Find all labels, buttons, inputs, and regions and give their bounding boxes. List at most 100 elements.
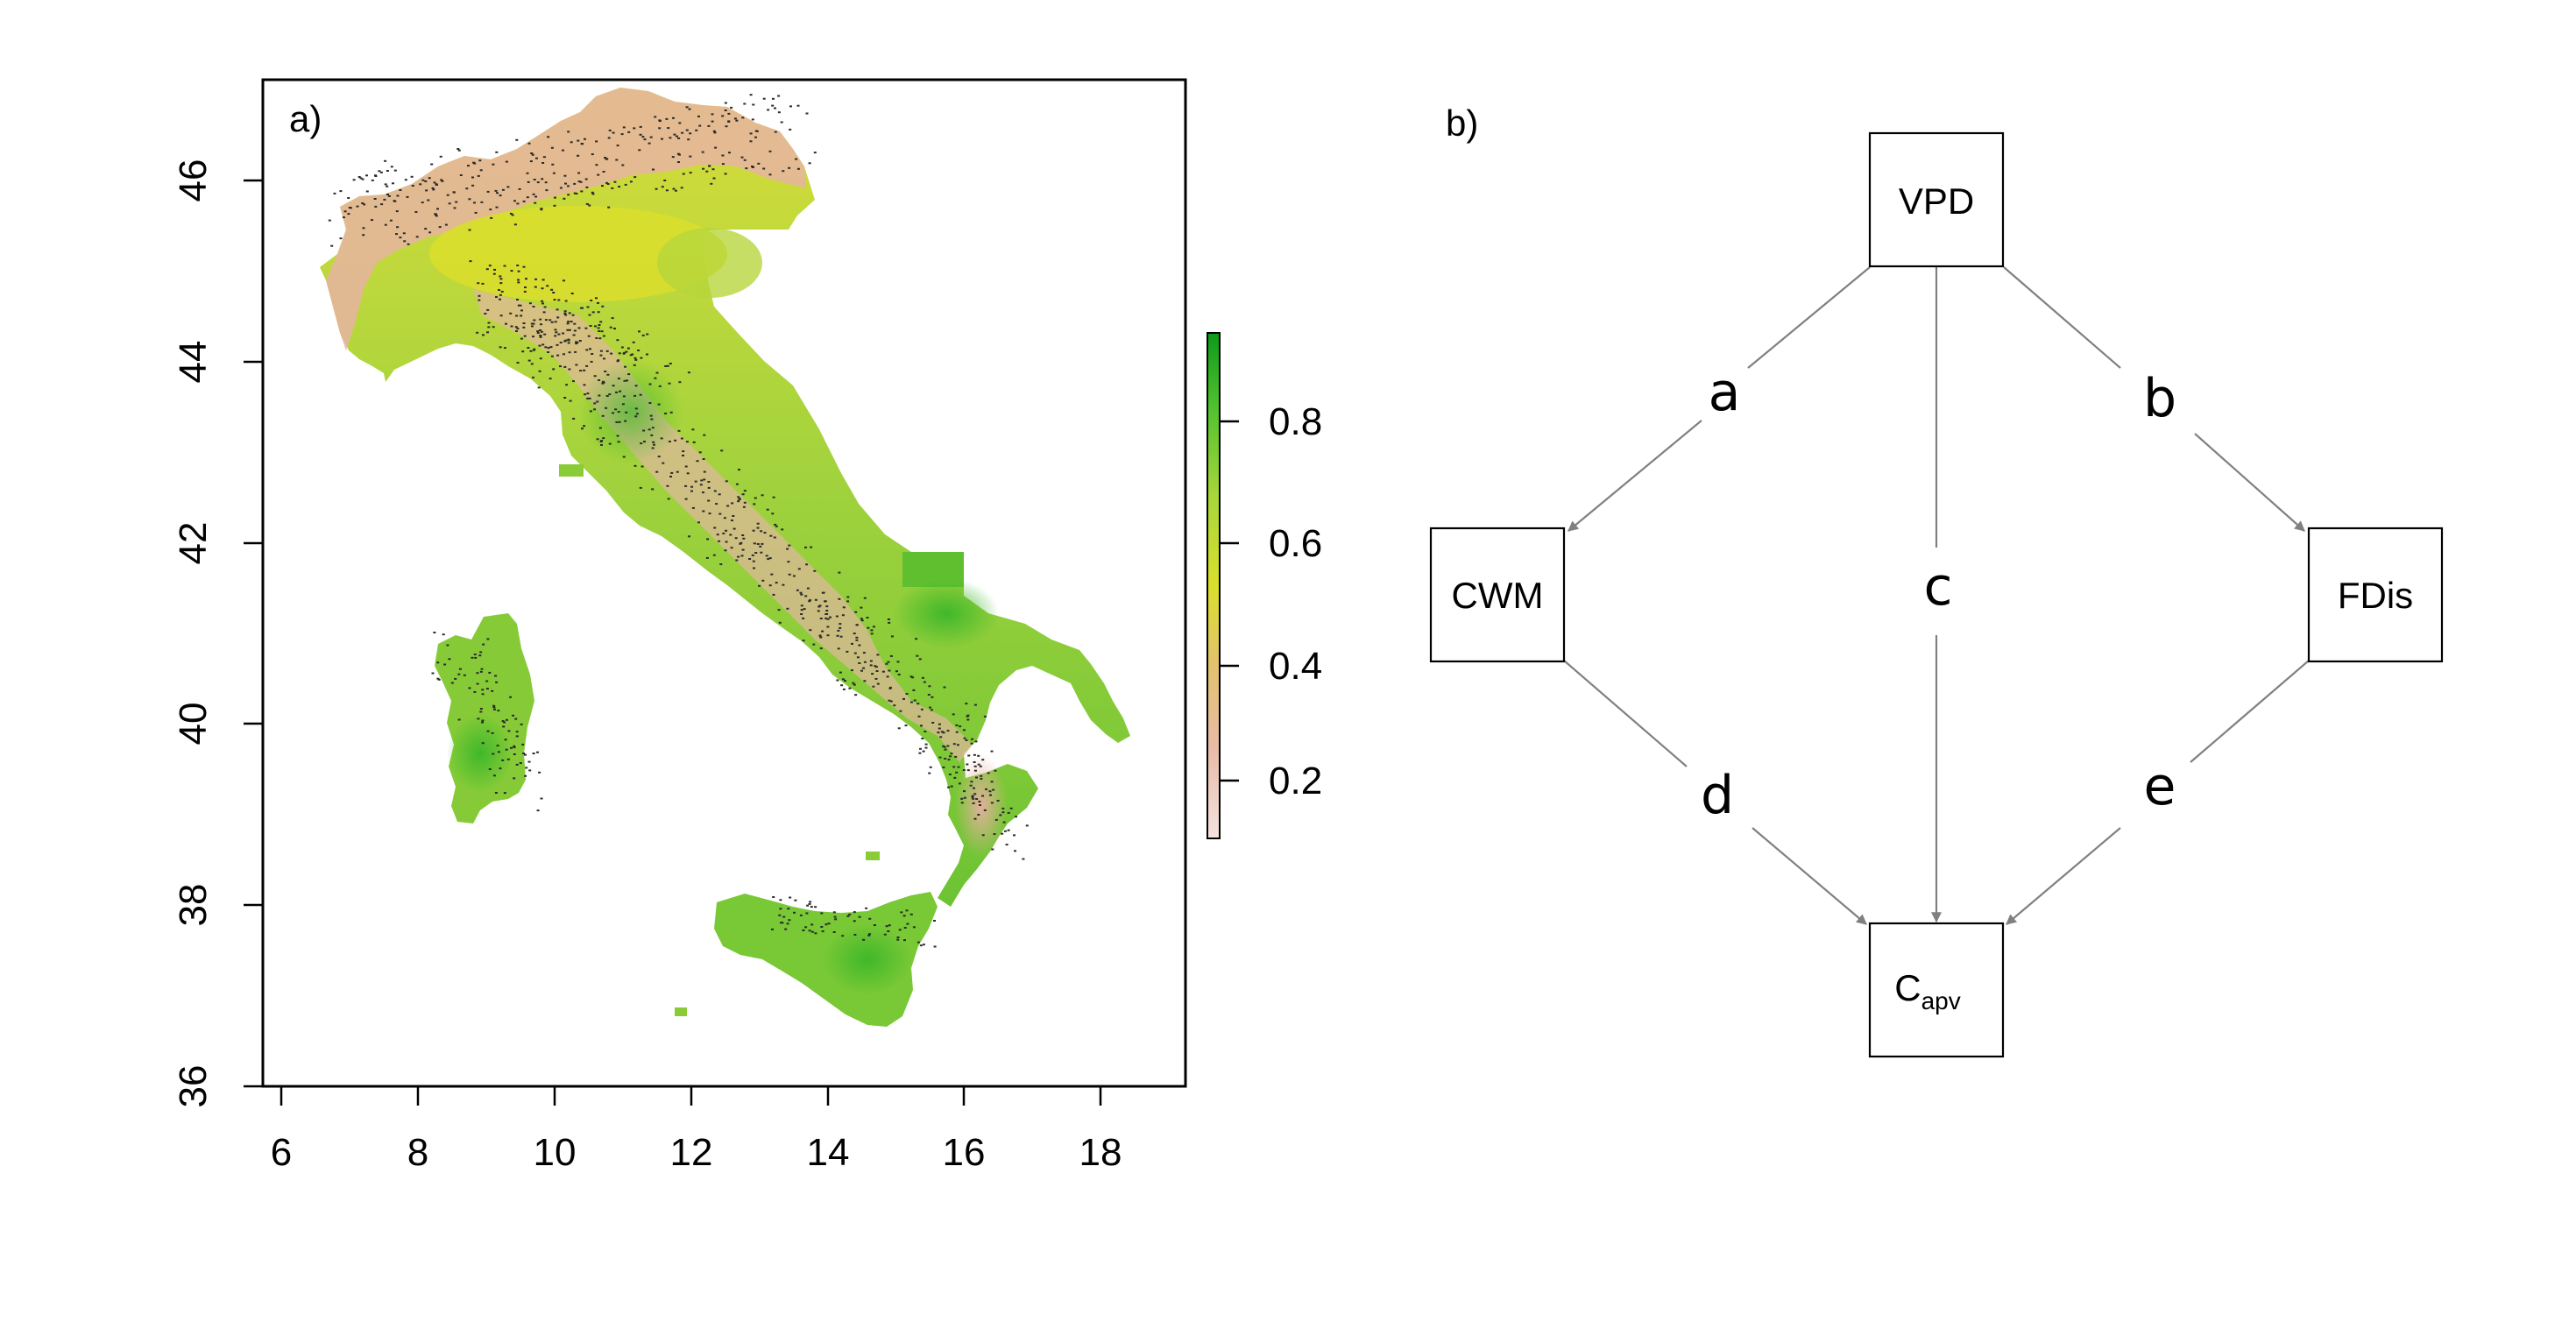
occurrence-dot: [404, 179, 407, 181]
occurrence-dot: [678, 381, 682, 384]
occurrence-dot: [820, 912, 824, 915]
occurrence-dot: [384, 159, 387, 162]
occurrence-dot: [981, 795, 985, 797]
occurrence-dot: [489, 209, 492, 211]
occurrence-dot: [478, 654, 482, 657]
occurrence-dot: [627, 131, 631, 133]
occurrence-dot: [946, 730, 950, 732]
occurrence-dot: [433, 181, 436, 184]
occurrence-dot: [421, 179, 425, 181]
occurrence-dot: [858, 644, 861, 647]
occurrence-dot: [862, 667, 866, 669]
occurrence-dot: [756, 543, 760, 545]
occurrence-dot: [538, 370, 541, 372]
colorbar-tick-label: 0.4: [1269, 645, 1322, 688]
occurrence-dot: [506, 186, 510, 188]
occurrence-dot: [867, 934, 871, 937]
occurrence-dot: [870, 629, 874, 632]
occurrence-dot: [532, 753, 535, 754]
occurrence-dot: [476, 682, 479, 685]
occurrence-dot: [640, 465, 644, 468]
occurrence-dot: [563, 279, 565, 282]
occurrence-dot: [676, 152, 680, 155]
occurrence-dot: [492, 163, 495, 166]
occurrence-dot: [824, 923, 828, 926]
occurrence-dot: [902, 915, 906, 917]
occurrence-dot: [839, 623, 842, 626]
occurrence-dot: [786, 548, 789, 550]
occurrence-dot: [533, 319, 536, 322]
occurrence-dot: [742, 505, 746, 508]
occurrence-dot: [711, 168, 715, 171]
occurrence-dot: [601, 414, 605, 417]
occurrence-dot: [562, 149, 564, 152]
occurrence-dot: [343, 210, 347, 213]
occurrence-dot: [641, 334, 645, 336]
occurrence-dot: [457, 149, 461, 152]
occurrence-dot: [725, 541, 728, 543]
occurrence-dot: [584, 178, 588, 180]
occurrence-dot: [427, 199, 430, 201]
occurrence-dot: [688, 108, 691, 110]
occurrence-dot: [743, 102, 747, 105]
occurrence-dot: [515, 731, 519, 733]
occurrence-dot: [428, 231, 432, 234]
occurrence-dot: [494, 675, 498, 677]
occurrence-dot: [781, 528, 784, 531]
occurrence-dot: [633, 176, 637, 179]
occurrence-dot: [481, 719, 485, 722]
occurrence-dot: [514, 717, 518, 720]
occurrence-dot: [727, 120, 731, 123]
occurrence-dot: [485, 688, 489, 690]
occurrence-dot: [909, 701, 913, 703]
occurrence-dot: [782, 583, 785, 586]
occurrence-dot: [868, 933, 871, 936]
occurrence-dot: [424, 228, 428, 230]
occurrence-dot: [875, 670, 879, 672]
occurrence-dot: [695, 129, 698, 131]
occurrence-dot: [575, 343, 578, 345]
occurrence-dot: [527, 760, 531, 763]
occurrence-dot: [363, 203, 366, 206]
occurrence-dot: [491, 689, 494, 692]
occurrence-dot: [547, 351, 550, 353]
occurrence-dot: [655, 371, 659, 374]
occurrence-dot: [1005, 844, 1008, 846]
occurrence-dot: [700, 479, 704, 482]
occurrence-dot: [587, 335, 591, 337]
occurrence-dot: [487, 322, 491, 324]
occurrence-dot: [881, 670, 885, 673]
occurrence-dot: [974, 740, 978, 743]
occurrence-dot: [532, 376, 534, 378]
occurrence-dot: [396, 226, 400, 229]
occurrence-dot: [347, 197, 350, 199]
occurrence-dot: [774, 523, 777, 526]
occurrence-dot: [896, 937, 900, 938]
occurrence-dot: [396, 194, 400, 197]
occurrence-dot: [546, 285, 549, 287]
node-capv-subscript: apv: [1921, 987, 1961, 1014]
occurrence-dot: [481, 693, 485, 696]
occurrence-dot: [889, 654, 893, 657]
occurrence-dot: [718, 540, 721, 542]
occurrence-dot: [863, 661, 867, 663]
occurrence-dot: [622, 395, 626, 398]
occurrence-dot: [583, 369, 586, 371]
occurrence-dot: [990, 802, 994, 804]
occurrence-dot: [619, 390, 622, 392]
occurrence-dot: [718, 512, 722, 515]
y-tick-label: 44: [172, 341, 215, 384]
occurrence-dot: [854, 694, 858, 696]
occurrence-dot: [719, 563, 723, 566]
occurrence-dot: [580, 307, 584, 309]
occurrence-dot: [808, 162, 811, 165]
occurrence-dot: [977, 763, 980, 766]
y-tick-label: 46: [172, 159, 215, 202]
occurrence-dot: [395, 210, 399, 213]
occurrence-dot: [510, 746, 513, 749]
occurrence-dot: [646, 353, 648, 356]
occurrence-dot: [599, 354, 603, 357]
occurrence-dot: [488, 265, 492, 267]
occurrence-dot: [682, 173, 685, 175]
occurrence-dot: [971, 738, 973, 740]
